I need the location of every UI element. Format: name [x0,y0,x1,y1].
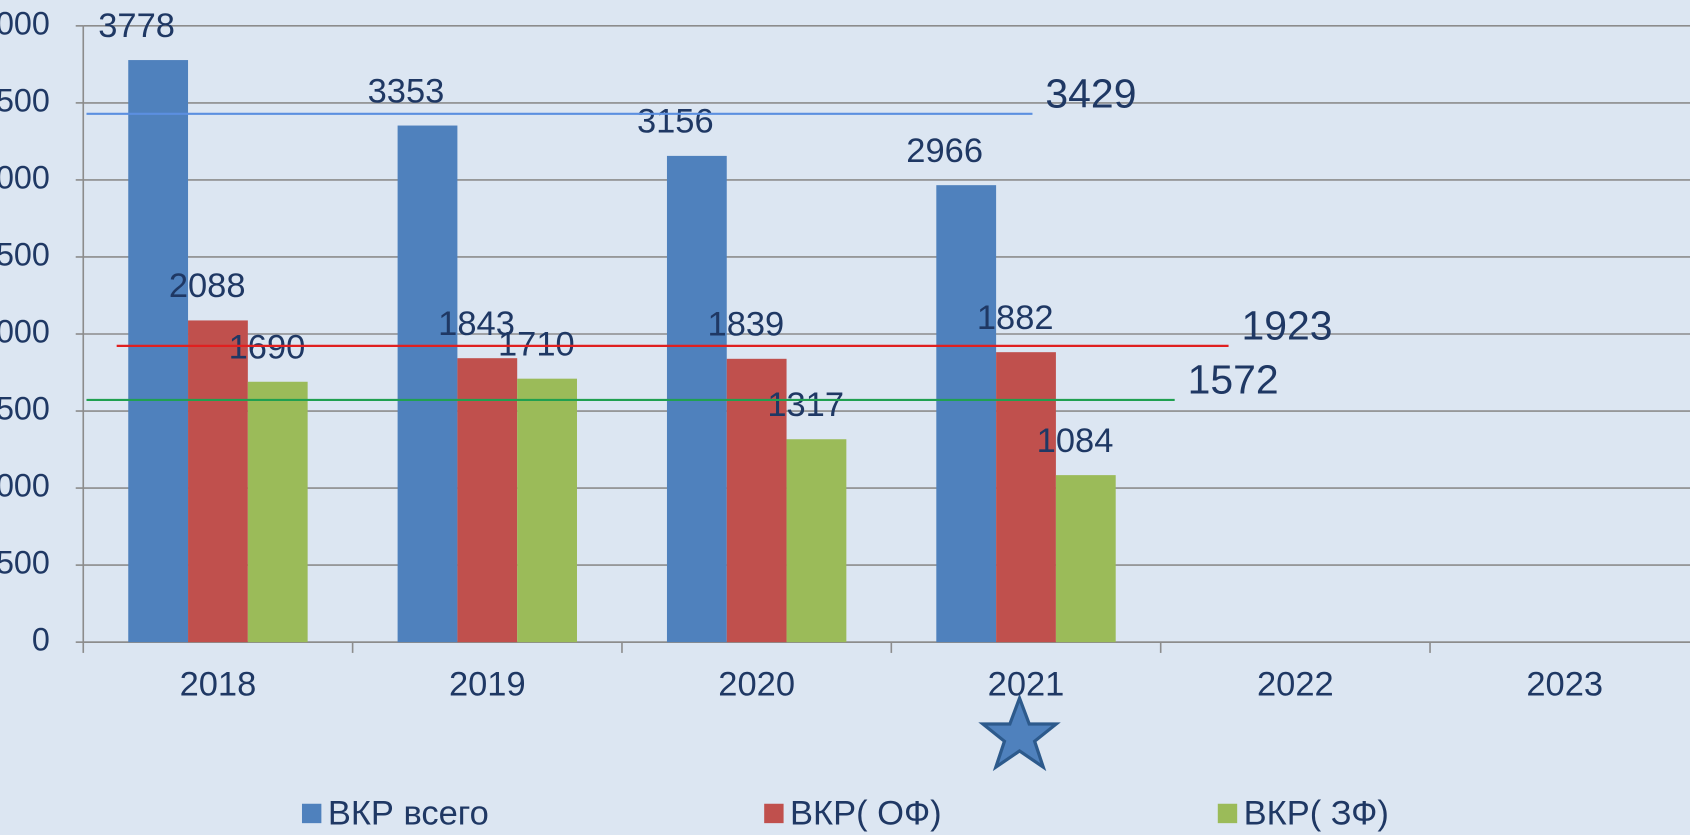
bar [457,358,518,643]
bar [1055,475,1116,643]
x-tick-label: 2021 [988,665,1065,703]
data-label: 1710 [498,325,575,363]
y-tick-label: 3000 [0,159,50,195]
x-tick-label: 2020 [718,665,795,703]
data-label: 3778 [98,7,175,45]
reference-label: 1923 [1241,302,1332,348]
y-tick-label: 2500 [0,236,50,272]
star-icon [978,693,1061,772]
y-tick-label: 0 [32,622,50,658]
y-tick-label: 1500 [0,391,50,427]
bar [996,352,1056,643]
data-label: 1843 [438,305,515,343]
data-label: 1882 [977,299,1054,337]
data-label: 1317 [767,386,844,424]
legend-label: ВКР всего [328,795,489,833]
bar [786,439,847,643]
x-tick-label: 2019 [449,665,526,703]
legend-label: ВКР( ОФ) [790,795,942,833]
x-tick-label: 2018 [180,665,257,703]
x-tick-label: 2022 [1257,665,1334,703]
bar [726,358,787,643]
bar [517,378,577,643]
bar [188,320,248,643]
bar [936,185,997,643]
y-tick-label: 2000 [0,314,50,350]
y-tick-label: 1000 [0,468,50,504]
data-label: 1690 [229,329,306,367]
reference-label: 1572 [1188,357,1279,403]
data-label: 2088 [169,267,246,305]
legend-swatch [1217,803,1238,824]
bar [397,125,458,643]
legend-swatch [764,803,784,824]
bar [128,60,189,643]
legend-swatch [301,803,322,824]
reference-label: 3429 [1045,70,1136,116]
y-tick-label: 500 [0,545,50,581]
data-label: 1084 [1037,422,1114,460]
x-tick-label: 2023 [1526,665,1603,703]
data-label: 1839 [708,306,785,344]
data-label: 2966 [906,132,983,170]
y-tick-label: 3500 [0,82,50,118]
legend-label: ВКР( ЗФ) [1244,795,1389,833]
data-label: 3156 [637,103,714,141]
data-label: 3353 [368,72,445,110]
y-tick-label: 4000 [0,5,50,41]
bar [247,381,308,643]
